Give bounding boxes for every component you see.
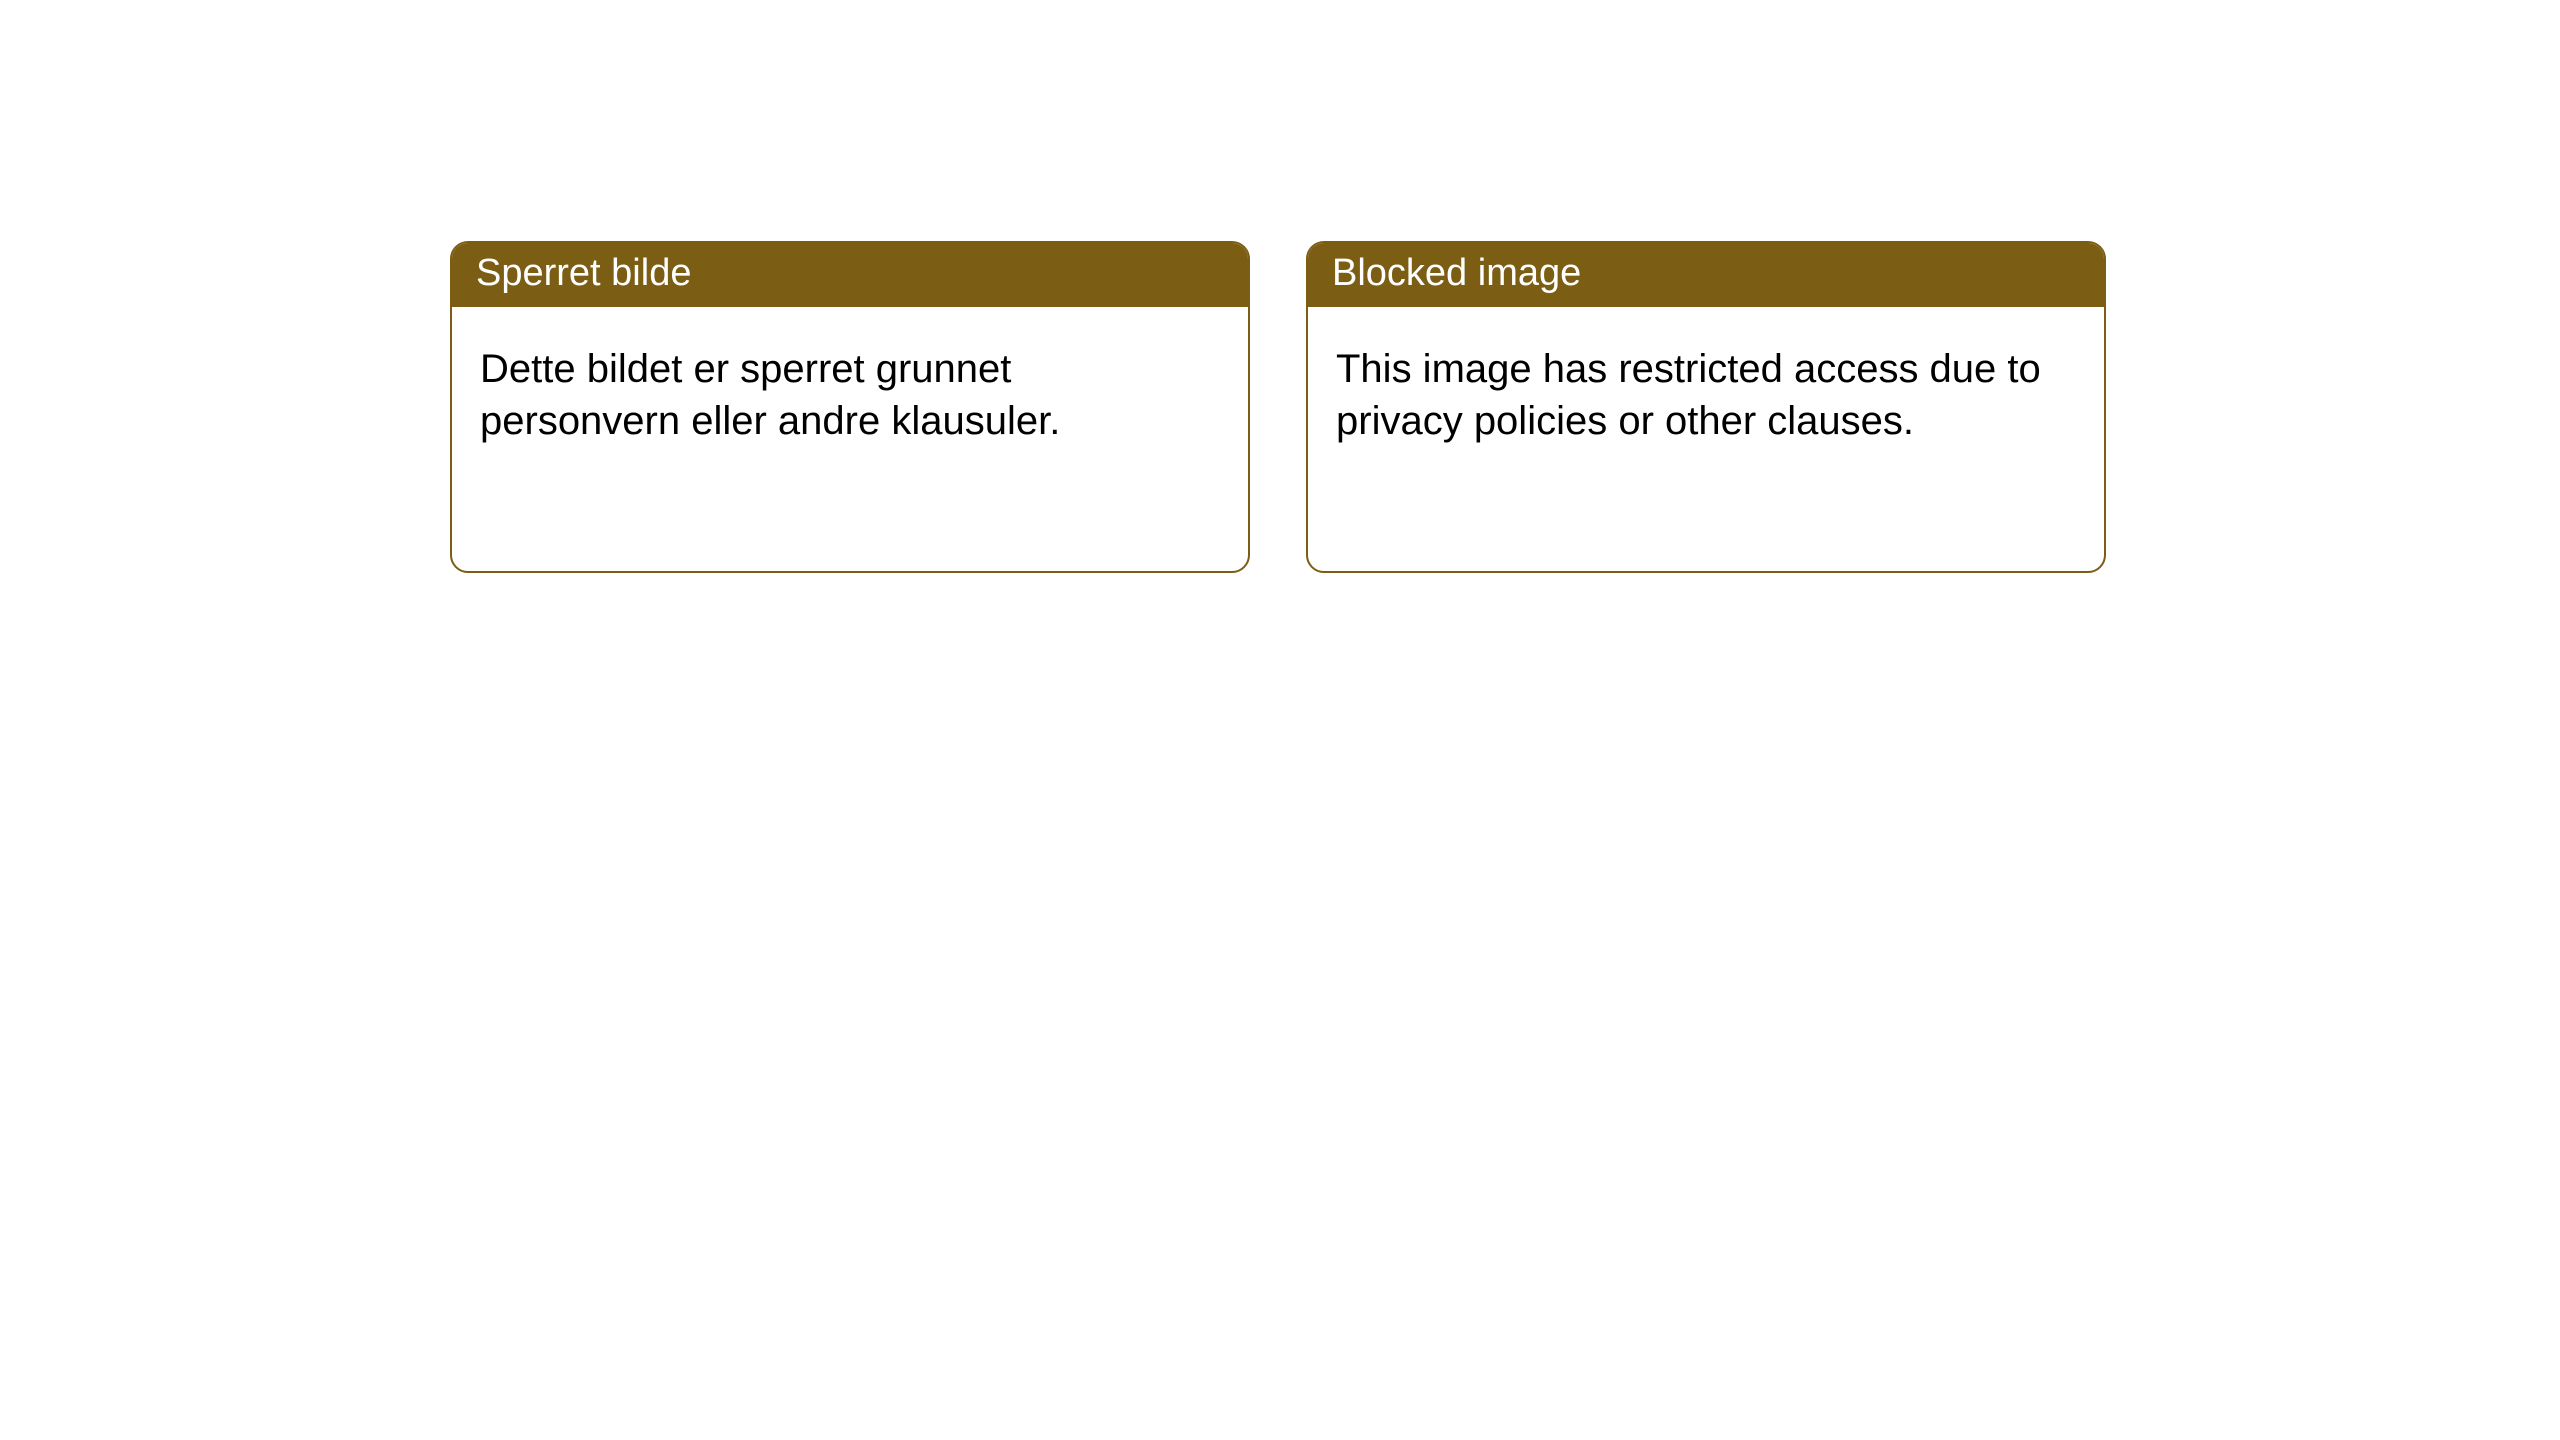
panels-container: Sperret bilde Dette bildet er sperret gr… <box>450 241 2106 573</box>
panel-body-no: Dette bildet er sperret grunnet personve… <box>452 307 1248 477</box>
panel-header-no: Sperret bilde <box>452 243 1248 307</box>
panel-body-en: This image has restricted access due to … <box>1308 307 2104 477</box>
panel-header-en: Blocked image <box>1308 243 2104 307</box>
blocked-image-panel-no: Sperret bilde Dette bildet er sperret gr… <box>450 241 1250 573</box>
blocked-image-panel-en: Blocked image This image has restricted … <box>1306 241 2106 573</box>
